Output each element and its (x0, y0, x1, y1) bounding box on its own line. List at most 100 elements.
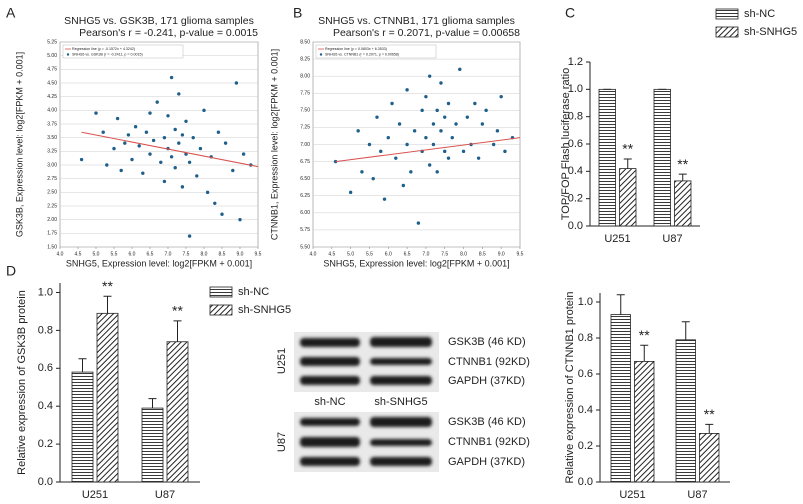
scatter-point (371, 176, 375, 181)
y-tick-label: 0.4 (578, 404, 593, 416)
scatter-point (409, 170, 413, 174)
scatter-point (439, 129, 443, 133)
significance-label: ** (704, 406, 715, 422)
error-bar (148, 398, 157, 409)
legend-label: sh-NC (238, 286, 269, 298)
bar (619, 168, 637, 227)
scatter-point (503, 149, 507, 154)
y-tick-label: 5.75 (300, 227, 310, 233)
y-tick-label: 0.6 (38, 362, 53, 374)
y-tick-label: 1.0 (568, 83, 583, 95)
x-tick-label: 4.5 (75, 251, 82, 257)
scatter-point (397, 122, 402, 126)
y-tick-label: 0.2 (578, 440, 593, 452)
scatter-point (133, 125, 138, 129)
y-tick-label: 8.50 (300, 39, 310, 45)
error-bar (640, 344, 649, 362)
scatter-point (126, 133, 131, 137)
y-tick-label: 0.6 (578, 368, 593, 380)
x-tick-label: U87 (155, 489, 175, 501)
scatter-point (148, 152, 152, 156)
y-tick-label: 4.25 (47, 94, 57, 100)
scatter-point (151, 138, 156, 143)
x-tick-label: 9.5 (255, 251, 262, 257)
protein-label: CTNNB1 (92KD) (448, 436, 530, 448)
x-tick-label: 8.5 (479, 251, 486, 257)
significance-label: ** (622, 141, 633, 157)
x-tick-label: 9.0 (498, 251, 505, 257)
error-bar (78, 358, 87, 373)
bar (141, 407, 164, 483)
y-axis-label: TOP/FOP Flash luciferase ratio (560, 68, 572, 220)
bar (675, 339, 696, 483)
legend-label: sh-SNHG5 (238, 304, 291, 316)
y-tick-label: 3.50 (47, 135, 57, 141)
scatter-point (141, 171, 145, 175)
scatter-point (180, 185, 185, 189)
scatter-point (431, 142, 436, 147)
scatter-point (499, 94, 503, 99)
y-tick-label: 5.00 (47, 53, 57, 59)
bar (71, 371, 94, 483)
scatter-point (427, 163, 432, 167)
scatter-point (405, 142, 409, 147)
scatter-point (386, 135, 390, 140)
scatter-point (220, 212, 224, 216)
error-bar (103, 295, 112, 314)
legend-label: Regression line (y = -0.1572x + 4.3242) (72, 47, 135, 51)
y-tick-label: 0.8 (38, 324, 53, 336)
panel-label: A (6, 5, 16, 21)
legend-box (62, 44, 184, 59)
y-tick-label: 0.2 (568, 193, 583, 205)
scatter-point (115, 116, 120, 121)
scatter-point (394, 156, 398, 160)
y-tick-label: 2.50 (47, 190, 57, 196)
scatter-point (105, 163, 109, 167)
y-tick-label: 1.50 (47, 244, 57, 250)
legend-swatch (715, 26, 739, 38)
bar (610, 314, 631, 483)
scatter-point (177, 141, 181, 145)
scatter-point (79, 157, 84, 162)
scatter-point (424, 135, 428, 140)
blot-image (294, 332, 439, 472)
scatter-point (169, 155, 174, 159)
y-tick-label: 0.4 (568, 165, 583, 177)
scatter-point (191, 135, 195, 140)
legend-marker (319, 53, 323, 56)
bar (166, 341, 189, 483)
significance-label: ** (102, 278, 113, 294)
x-tick-label: 5.5 (366, 251, 373, 257)
x-tick-label: 9.0 (237, 251, 244, 257)
scatter-point (480, 122, 485, 126)
scatter-point (461, 149, 466, 154)
scatter-point (173, 127, 177, 132)
scatter-point (94, 111, 98, 115)
x-tick-label: 8.0 (460, 251, 467, 257)
scatter-point (231, 168, 235, 173)
scatter-point (169, 75, 174, 80)
scatter-point (241, 152, 246, 156)
cell-line-label: U251 (276, 348, 288, 374)
y-tick-label: 4.00 (47, 108, 57, 114)
scatter-point (435, 170, 439, 174)
y-tick-label: 3.25 (47, 149, 57, 155)
scatter-point (234, 81, 239, 85)
error-bar (173, 320, 182, 342)
x-tick-label: 7.5 (183, 251, 190, 257)
scatter-point (137, 144, 141, 148)
x-tick-label: 6.0 (129, 251, 136, 257)
scatter-point (148, 111, 152, 115)
scatter-point (367, 142, 372, 147)
x-tick-label: 7.5 (441, 251, 448, 257)
scatter-point (119, 168, 123, 173)
scatter-point (202, 108, 206, 113)
scatter-point (166, 114, 170, 118)
scatter-point (348, 190, 353, 195)
scatter-point (177, 92, 181, 96)
scatter-point (412, 129, 417, 133)
error-bar (681, 321, 690, 340)
y-tick-label: 7.25 (300, 125, 310, 131)
scatter-point (420, 108, 424, 113)
x-tick-label: 4.0 (57, 251, 64, 257)
